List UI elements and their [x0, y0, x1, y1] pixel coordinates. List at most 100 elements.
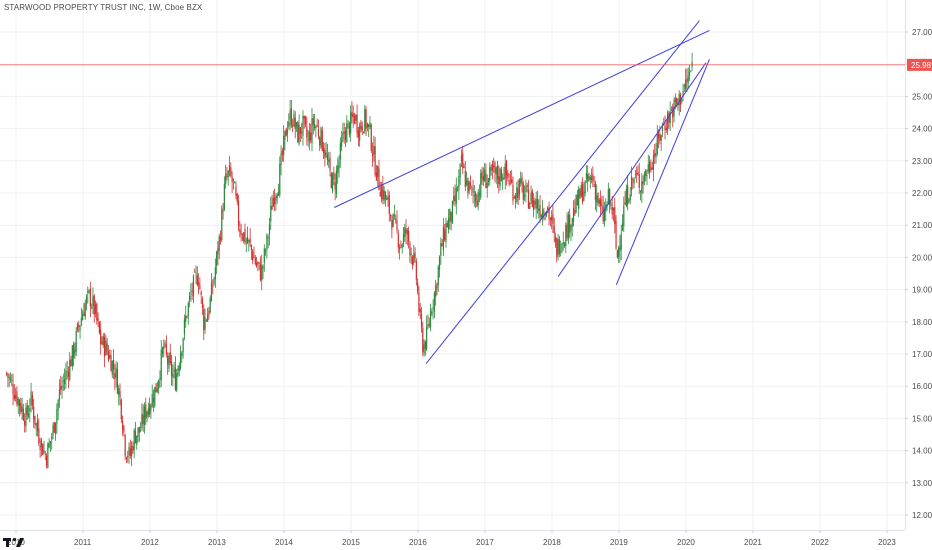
candle-body: [602, 206, 604, 222]
candle-body: [533, 200, 535, 211]
candle: [38, 418, 40, 447]
candle-body: [652, 155, 655, 171]
candle: [272, 190, 274, 208]
candle: [31, 391, 33, 410]
candle-body: [34, 415, 36, 425]
candle-body: [203, 309, 205, 330]
candle-body: [140, 430, 142, 432]
candle-body: [505, 161, 508, 176]
candle: [623, 196, 625, 233]
candle-body: [252, 251, 254, 261]
x-tick-label: 2023: [878, 538, 896, 547]
candle-body: [404, 227, 406, 237]
candle-body: [614, 207, 616, 224]
candle-body: [322, 147, 325, 154]
candle-body: [629, 194, 631, 201]
candle: [131, 441, 133, 467]
candle-body: [482, 176, 484, 181]
candle: [275, 193, 277, 211]
candle-body: [124, 435, 126, 457]
candle: [169, 343, 171, 366]
candle-body: [143, 406, 146, 425]
candle: [632, 177, 634, 189]
candle-body: [15, 395, 17, 399]
candle: [281, 147, 283, 162]
candle-body: [549, 218, 551, 220]
candle: [22, 403, 24, 422]
candle-body: [213, 278, 215, 284]
candle: [628, 198, 630, 204]
candle: [105, 334, 107, 356]
candle: [562, 231, 564, 251]
candle-body: [167, 355, 169, 365]
candle-body: [57, 400, 59, 411]
candle: [167, 352, 169, 375]
candle-body: [56, 409, 58, 424]
candle: [97, 312, 99, 328]
candle: [33, 398, 35, 428]
candle: [228, 156, 231, 177]
candle-body: [237, 200, 240, 226]
candle: [420, 307, 423, 333]
candle: [191, 282, 193, 301]
candle-body: [277, 191, 280, 196]
candle-body: [177, 368, 179, 376]
candle-body: [540, 215, 542, 219]
candle: [442, 218, 445, 257]
candle-body: [646, 175, 648, 177]
candle: [15, 387, 17, 402]
candle: [651, 161, 653, 171]
candle: [330, 171, 332, 189]
candle: [54, 422, 57, 441]
candle-body: [53, 422, 55, 433]
candle-body: [52, 425, 54, 436]
candle-body: [168, 356, 170, 369]
candle: [567, 211, 569, 245]
candle: [547, 205, 549, 214]
candle-body: [228, 165, 231, 172]
trendline-3: [557, 62, 707, 278]
candle: [310, 123, 312, 144]
candle-body: [54, 422, 57, 435]
candle-body: [257, 262, 259, 265]
candle-body: [380, 187, 383, 200]
candle: [133, 427, 135, 459]
candle: [557, 233, 559, 261]
candle: [679, 92, 682, 113]
candle-body: [630, 176, 633, 191]
candle-body: [83, 312, 85, 316]
candle: [450, 211, 452, 231]
candle: [332, 172, 334, 194]
candle-body: [581, 184, 584, 203]
candle: [427, 314, 429, 330]
candle-body: [651, 167, 653, 170]
candle: [648, 156, 651, 179]
candle-body: [241, 237, 244, 239]
candle-body: [334, 182, 336, 190]
candle-body: [119, 391, 121, 398]
candle-body: [222, 210, 224, 212]
candle-body: [545, 211, 548, 216]
candle-body: [365, 109, 367, 129]
candle: [225, 164, 227, 189]
candle-body: [428, 324, 430, 326]
candle: [489, 162, 491, 186]
candle-body: [475, 192, 477, 202]
candle: [293, 109, 295, 128]
candle-body: [226, 176, 228, 178]
candle: [368, 123, 370, 137]
candle-body: [523, 195, 526, 197]
candle: [493, 157, 495, 173]
candle: [633, 177, 635, 189]
candle: [364, 104, 366, 134]
candle-body: [400, 245, 402, 246]
y-tick-label: 18.00: [912, 318, 932, 327]
candle-body: [522, 183, 524, 200]
candle: [308, 122, 311, 151]
candle: [392, 213, 394, 228]
candle-body: [317, 129, 320, 137]
x-tick-label: 2011: [74, 538, 92, 547]
candle: [219, 230, 222, 245]
candle-body: [311, 118, 313, 143]
